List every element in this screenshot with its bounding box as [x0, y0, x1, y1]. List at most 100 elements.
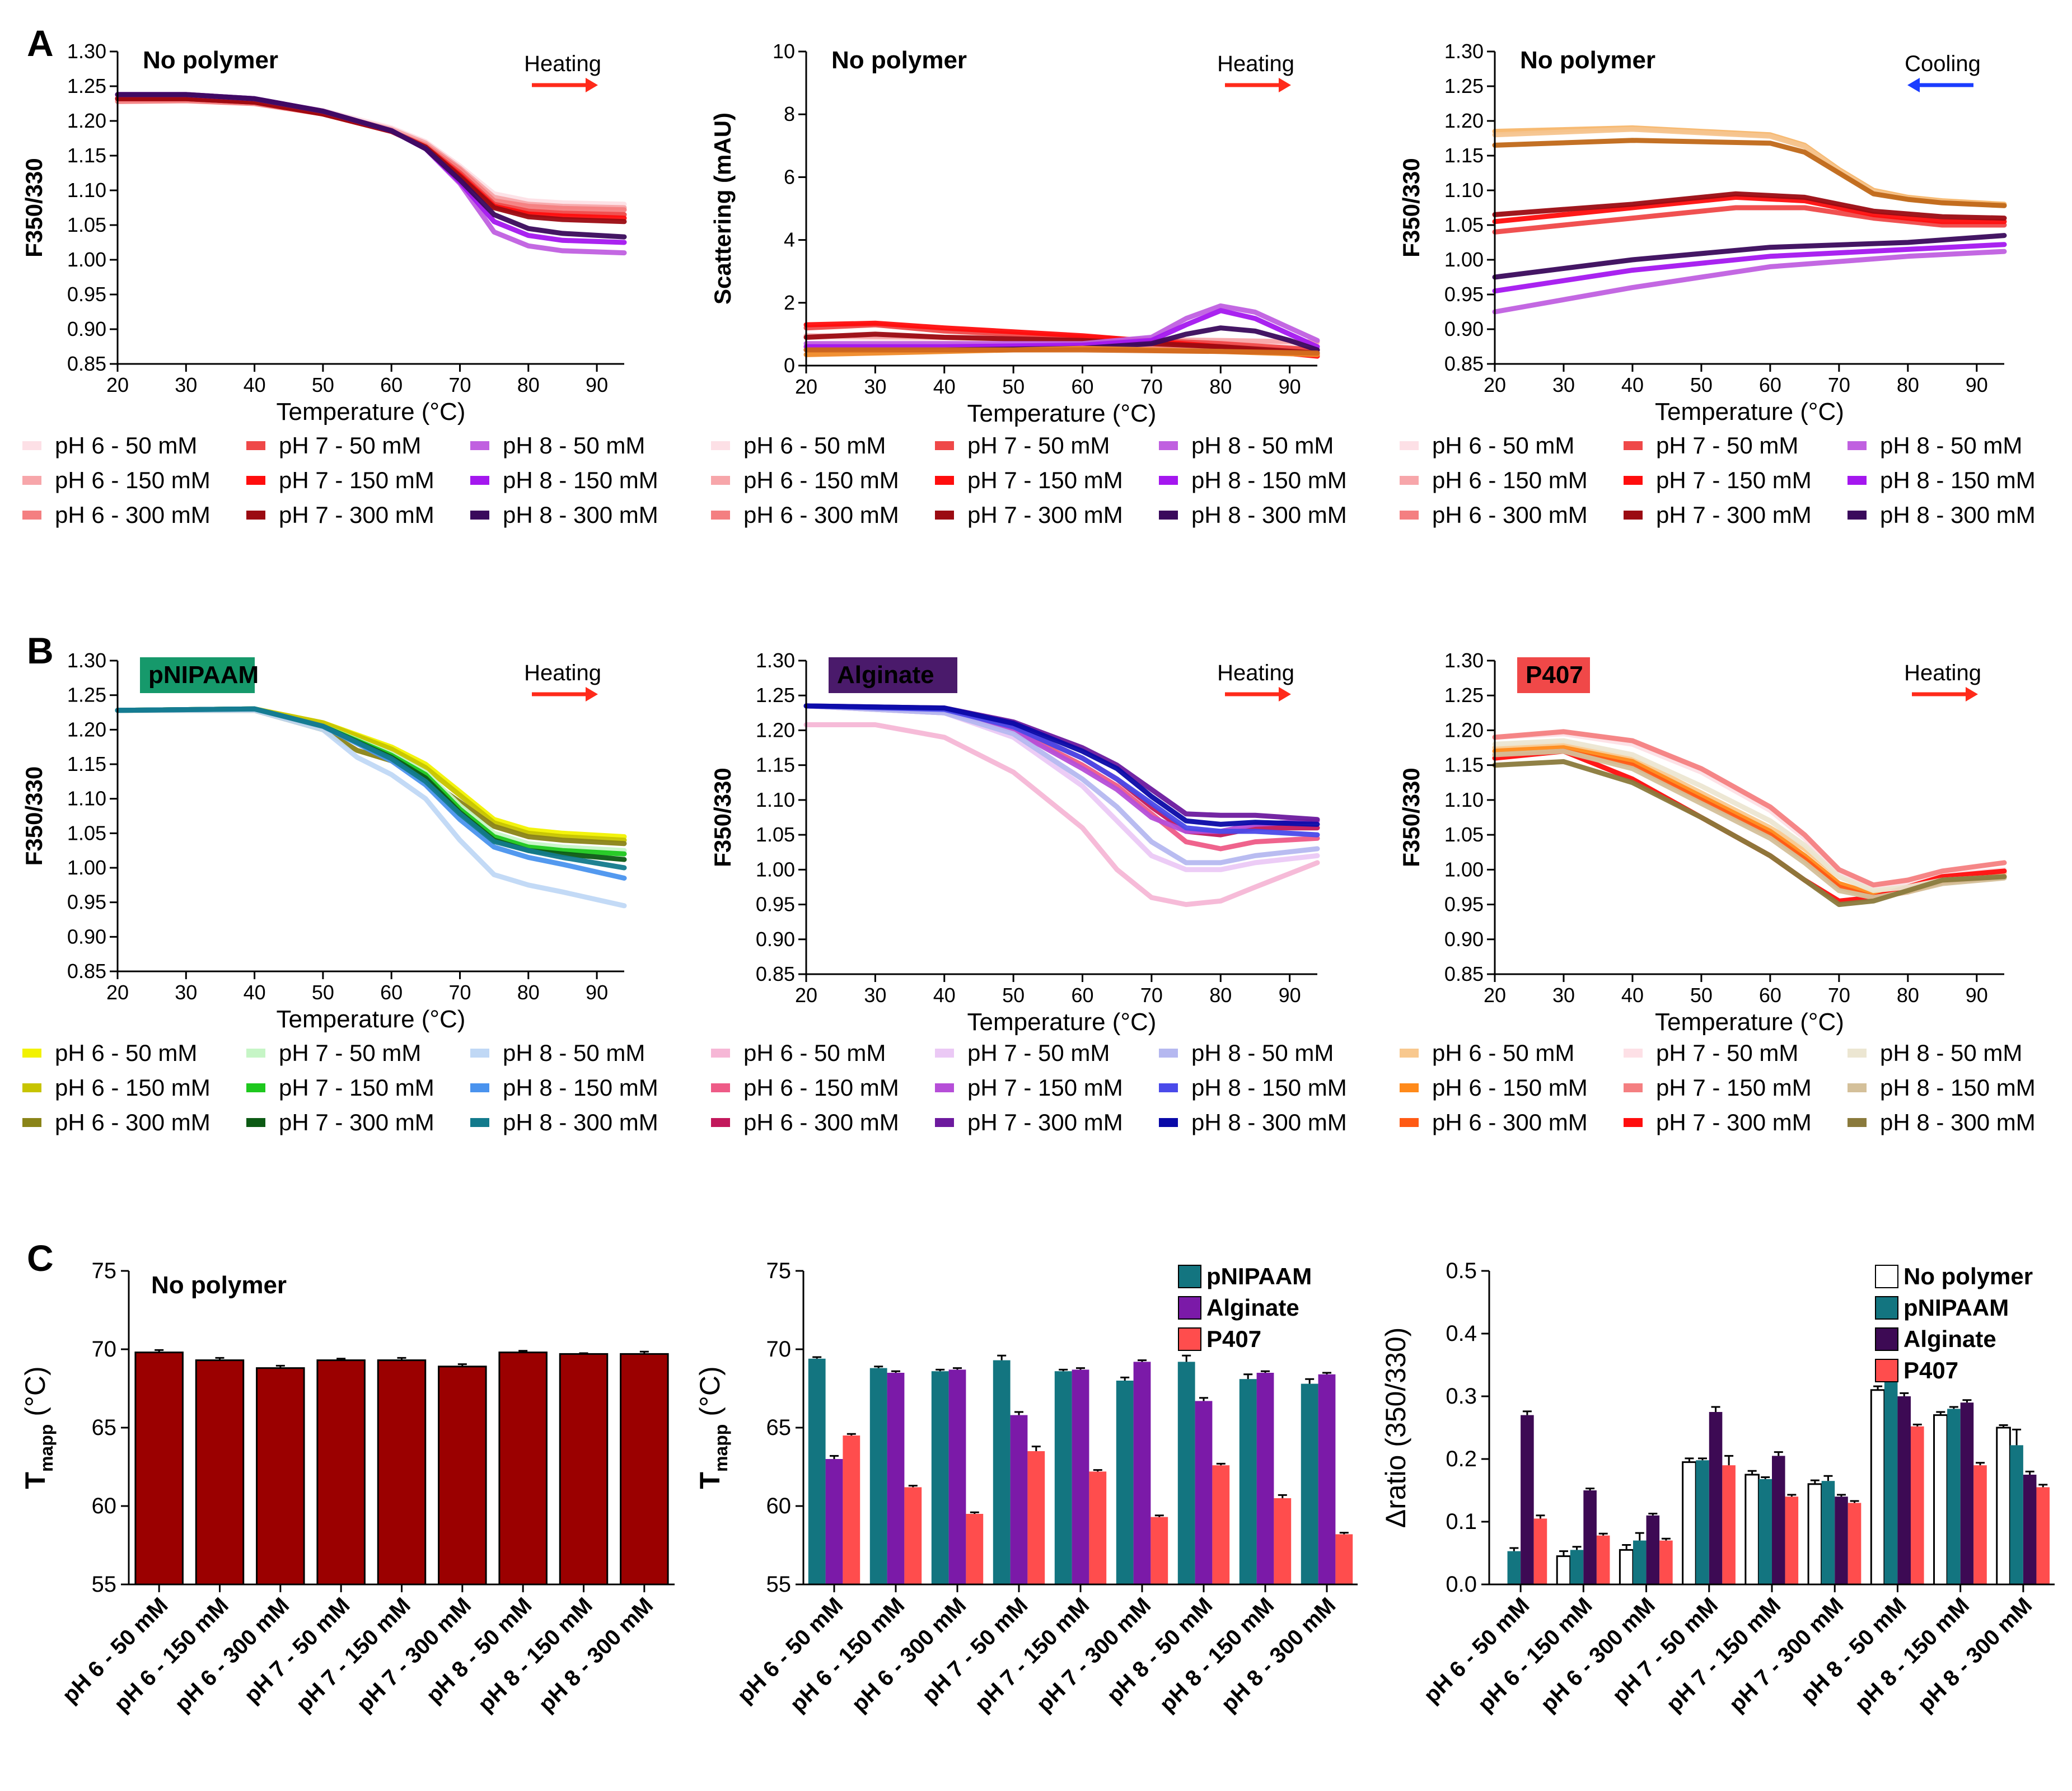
x-tick-label: 20: [795, 984, 817, 1007]
category-label: pH 7 - 50 mM: [240, 1593, 355, 1708]
legend-swatch: [470, 1049, 489, 1058]
x-axis-label: Temperature (°C): [1655, 398, 1844, 425]
bar: [1072, 1369, 1089, 1584]
legend-swatch: [246, 1083, 265, 1092]
x-tick-label: 70: [448, 373, 471, 396]
legend-swatch: [711, 441, 730, 450]
series-line: [803, 722, 1320, 908]
y-tick-label: 6: [784, 165, 795, 188]
legend-swatch: [470, 476, 489, 485]
direction-label: Heating: [524, 52, 601, 76]
y-tick-label: 55: [92, 1572, 117, 1597]
y-tick-label: 1.25: [67, 74, 106, 97]
y-tick-label: 0.90: [756, 928, 795, 951]
direction-arrow-head: [1966, 687, 1978, 702]
y-axis-label: F350/330: [709, 768, 736, 867]
category-label: pH 8 - 150 mM: [1155, 1593, 1279, 1717]
y-tick-label: 4: [784, 228, 795, 251]
legend-swatch: [470, 1083, 489, 1092]
bar: [1089, 1471, 1107, 1584]
bar: [559, 1353, 609, 1586]
bar: [1884, 1374, 1898, 1584]
bar: [1821, 1481, 1835, 1584]
legend-label: pNIPAAM: [1903, 1294, 2009, 1321]
series-line: [803, 703, 1320, 827]
bar: [1619, 1549, 1634, 1586]
legend-swatch: [246, 476, 265, 485]
y-tick-label: 0.90: [67, 925, 106, 948]
legend-label: pH 8 - 150 mM: [1191, 467, 1347, 493]
bar: [1116, 1381, 1134, 1584]
legend-label: pH 7 - 50 mM: [1656, 1040, 1798, 1066]
legend-swatch: [22, 476, 41, 485]
legend-swatch: [1624, 1049, 1643, 1058]
legend-label: pH 7 - 300 mM: [1656, 502, 1812, 528]
x-tick-label: 80: [517, 373, 540, 396]
polymer-label: No polymer: [831, 46, 967, 74]
legend-swatch: [22, 1049, 41, 1058]
y-axis-label-main: Δratio: [1380, 1455, 1411, 1528]
x-tick-label: 30: [1552, 984, 1575, 1007]
y-tick-label: 0.1: [1446, 1509, 1477, 1534]
polymer-label: No polymer: [143, 46, 278, 74]
legend-swatch: [22, 511, 41, 520]
legend-label: pH 7 - 50 mM: [279, 1040, 421, 1066]
legend-label: pH 8 - 300 mM: [1880, 1109, 2036, 1135]
series-line: [803, 303, 1320, 347]
legend-label: pH 7 - 50 mM: [967, 432, 1110, 459]
y-tick-label: 1.15: [756, 754, 795, 777]
y-tick-label: 0.95: [67, 891, 106, 914]
legend-label: pH 6 - 50 mM: [1432, 1040, 1574, 1066]
legend-label: pH 8 - 50 mM: [1880, 1040, 2022, 1066]
legend-swatch: [1848, 1049, 1867, 1058]
legend-label: pH 7 - 300 mM: [967, 1109, 1123, 1135]
category-label: pH 7 - 300 mM: [1724, 1593, 1848, 1717]
x-tick-label: 60: [1071, 984, 1093, 1007]
legend-label: pH 7 - 300 mM: [279, 1109, 434, 1135]
legend-swatch: [246, 441, 265, 450]
y-axis-label: Scattering (mAU): [709, 113, 736, 305]
legend-label: pH 7 - 150 mM: [967, 1074, 1123, 1101]
series-line: [1492, 759, 2007, 908]
category-label: pH 7 - 150 mM: [1662, 1593, 1785, 1717]
x-tick-label: 70: [1828, 373, 1850, 396]
y-axis-label-unit: (°C): [694, 1366, 726, 1424]
y-tick-label: 2: [784, 291, 795, 314]
direction-label: Cooling: [1905, 52, 1981, 76]
x-tick-label: 90: [1279, 984, 1301, 1007]
y-axis-label: F350/330: [1398, 158, 1424, 257]
y-tick-label: 1.15: [67, 144, 106, 167]
y-tick-label: 1.20: [67, 718, 106, 741]
series-line: [1492, 249, 2007, 315]
legend-swatch: [1159, 1083, 1178, 1092]
series-line: [115, 706, 627, 843]
bar: [1556, 1555, 1571, 1586]
series-line: [115, 94, 627, 207]
legend-swatch: [1178, 1265, 1201, 1288]
y-tick-label: 0.85: [67, 960, 106, 983]
legend-swatch: [1624, 476, 1643, 485]
legend-label: pH 8 - 300 mM: [1191, 502, 1347, 528]
legend-label: pH 6 - 150 mM: [55, 467, 211, 493]
y-tick-label: 1.20: [756, 718, 795, 741]
y-tick-label: 1.30: [67, 40, 106, 63]
x-tick-label: 70: [448, 981, 471, 1004]
legend-label: pH 8 - 300 mM: [503, 1109, 658, 1135]
x-tick-label: 80: [517, 981, 540, 1004]
legend-label: pH 8 - 50 mM: [503, 432, 645, 459]
bar: [966, 1514, 984, 1584]
x-tick-label: 20: [1484, 984, 1506, 1007]
x-tick-label: 40: [1621, 984, 1644, 1007]
legend-swatch: [1400, 476, 1419, 485]
panel-letter-a: A: [27, 22, 54, 64]
y-tick-label: 0.90: [67, 317, 106, 340]
legend-label: pH 6 - 300 mM: [1432, 502, 1588, 528]
bar: [1785, 1497, 1799, 1584]
x-tick-label: 30: [864, 375, 886, 398]
series-line: [115, 708, 627, 909]
legend-swatch: [935, 1118, 954, 1127]
x-tick-label: 30: [175, 981, 197, 1004]
bar: [1596, 1535, 1610, 1584]
direction-arrow-head: [1279, 78, 1291, 92]
bar: [195, 1359, 245, 1586]
